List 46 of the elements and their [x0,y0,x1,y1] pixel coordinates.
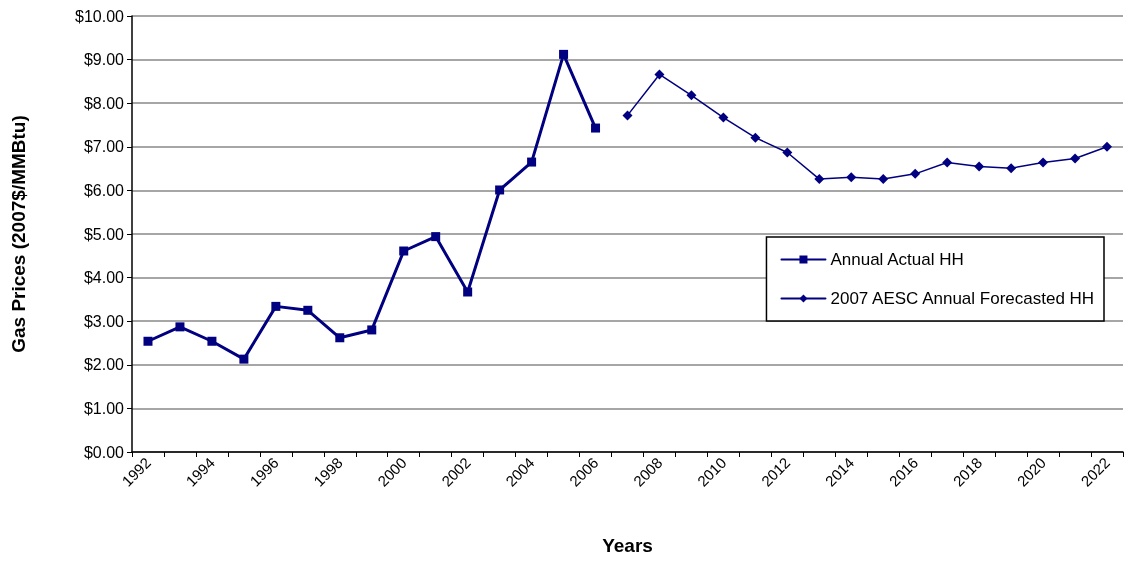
legend-label: Annual Actual HH [830,250,964,269]
point [942,157,953,168]
point [527,157,537,167]
point [718,112,729,123]
point [399,246,409,256]
point [1006,163,1017,174]
point [591,123,601,133]
point [846,172,857,183]
y-tick-label: $4.00 [83,269,125,287]
point [175,322,185,332]
y-tick-label: $5.00 [83,225,125,243]
point [303,305,313,315]
y-tick-label: $8.00 [83,94,125,112]
y-tick-label: $0.00 [83,443,125,461]
point [782,147,793,158]
point [431,232,441,242]
point [367,325,377,335]
point [1070,153,1081,164]
x-axis-title: Years [602,535,653,556]
point [495,185,505,195]
y-tick-label: $2.00 [83,356,125,374]
y-tick-label: $7.00 [83,138,125,156]
point [910,168,921,179]
y-axis-title: Gas Prices (2007$/MMBtu) [8,115,29,353]
point [1038,157,1049,168]
point [974,161,985,172]
point [654,69,665,80]
point [750,132,761,143]
point [814,174,825,185]
point [239,354,249,364]
point [207,336,217,346]
y-tick-label: $1.00 [83,399,125,417]
point [622,110,633,121]
y-tick-label: $9.00 [83,51,125,69]
point [878,174,889,185]
y-tick-label: $6.00 [83,181,125,199]
point [271,301,281,311]
point [1102,141,1113,152]
y-tick-label: $10.00 [75,7,125,25]
legend-label: 2007 AESC Annual Forecasted HH [830,289,1095,308]
point [686,90,697,101]
point [463,287,473,297]
point [559,49,569,59]
point [335,333,345,343]
y-tick-label: $3.00 [83,312,125,330]
point [143,336,153,346]
